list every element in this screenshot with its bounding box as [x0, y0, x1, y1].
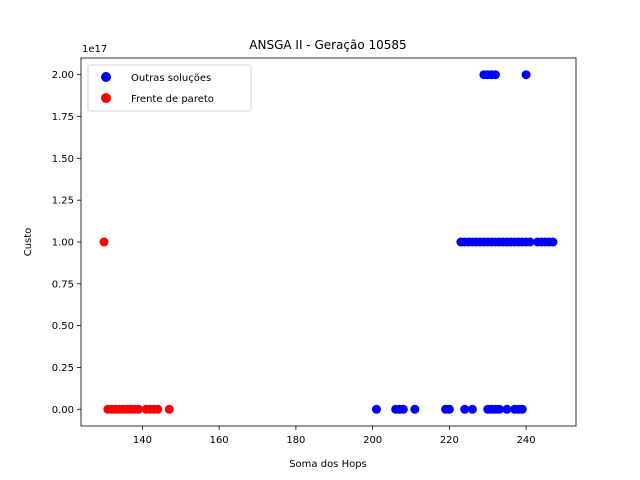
point-outras-solucoes: [548, 237, 558, 247]
point-frente-de-pareto: [134, 404, 144, 414]
chart-title: ANSGA II - Geração 10585: [249, 38, 406, 52]
legend-label-frente-de-pareto: Frente de pareto: [131, 94, 214, 105]
x-axis-label: Soma dos Hops: [289, 459, 367, 470]
legend-marker-frente-de-pareto: [101, 93, 111, 103]
point-outras-solucoes: [371, 404, 381, 414]
y-tick-label: 1.00: [52, 238, 74, 249]
y-tick-label: 0.50: [52, 321, 74, 332]
y-tick-label: 0.25: [52, 363, 74, 374]
plot-frame: [80, 57, 577, 427]
data-points: [99, 70, 558, 414]
point-frente-de-pareto: [164, 404, 174, 414]
point-outras-solucoes: [444, 404, 454, 414]
point-outras-solucoes: [410, 404, 420, 414]
legend-label-outras-solucoes: Outras soluções: [131, 73, 211, 84]
y-tick-label: 2.00: [52, 70, 74, 81]
legend: Outras soluções Frente de pareto: [87, 64, 252, 112]
x-tick-label: 140: [133, 435, 152, 446]
point-outras-solucoes: [517, 404, 527, 414]
point-outras-solucoes: [460, 404, 470, 414]
point-outras-solucoes: [525, 237, 535, 247]
point-outras-solucoes: [521, 70, 531, 80]
legend-box: [87, 64, 252, 112]
x-tick-label: 200: [363, 435, 382, 446]
y-tick-label: 0.75: [52, 279, 74, 290]
x-tick-label: 220: [440, 435, 459, 446]
y-tick-label: 1.75: [52, 112, 74, 123]
y-tick-label: 1.25: [52, 196, 74, 207]
point-outras-solucoes: [502, 404, 512, 414]
point-outras-solucoes: [494, 404, 504, 414]
y-axis: 0.00 0.25 0.50 0.75 1.00 1.25 1.50 1.75 2.00: [52, 70, 81, 416]
point-outras-solucoes: [490, 70, 500, 80]
y-offset-text: 1e17: [82, 44, 107, 55]
x-tick-label: 240: [517, 435, 536, 446]
point-frente-de-pareto: [99, 237, 109, 247]
point-outras-solucoes: [398, 404, 408, 414]
point-outras-solucoes: [467, 404, 477, 414]
x-tick-label: 180: [286, 435, 305, 446]
y-tick-label: 0.00: [52, 405, 74, 416]
legend-marker-outras-solucoes: [101, 72, 111, 82]
x-axis: 140 160 180 200 220 240: [133, 426, 536, 446]
point-frente-de-pareto: [153, 404, 163, 414]
x-tick-label: 160: [210, 435, 229, 446]
y-axis-label: Custo: [23, 228, 34, 257]
y-tick-label: 1.50: [52, 154, 74, 165]
